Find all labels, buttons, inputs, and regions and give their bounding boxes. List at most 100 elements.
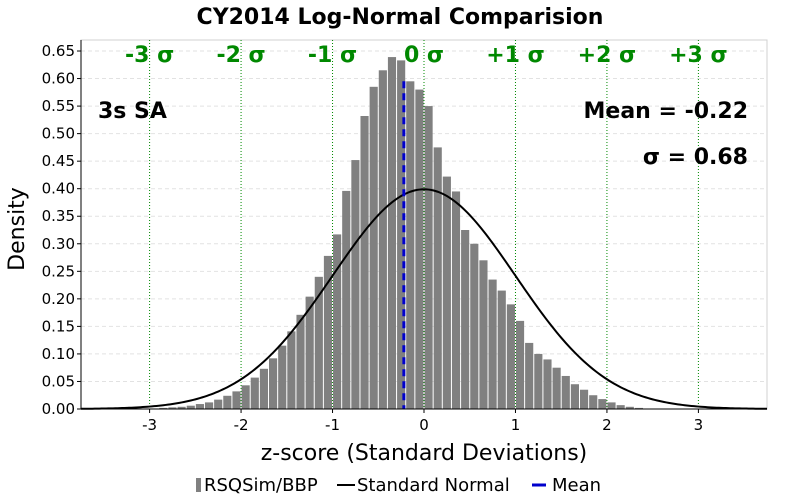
histogram-bar: [525, 342, 534, 409]
histogram-bar: [442, 176, 451, 409]
histogram-bar: [269, 358, 278, 409]
histogram-bar: [589, 395, 598, 409]
histogram-bar: [506, 304, 515, 409]
y-tick-labels: 0.00 0.05 0.10 0.15 0.20 0.25 0.30 0.35 0.40 0.45…: [42, 42, 75, 418]
y-tick-label: 0.45: [42, 152, 75, 170]
histogram-bar: [333, 234, 342, 409]
legend-label-histogram: RSQSim/BBP: [204, 475, 318, 496]
annotation-sigma: σ = 0.68: [643, 145, 748, 170]
axes: [77, 40, 767, 413]
histogram-bar: [579, 389, 589, 409]
histogram-bar: [461, 230, 470, 409]
y-tick-label: 0.50: [42, 125, 75, 143]
sigma-label: +2 σ: [578, 43, 637, 68]
x-tick-label: -3: [142, 416, 157, 434]
histogram-bar: [598, 399, 607, 409]
histogram-bar: [305, 296, 314, 409]
y-tick-label: 0.15: [42, 317, 75, 335]
histogram-bar: [515, 320, 525, 409]
sigma-label: +3 σ: [669, 43, 728, 68]
legend-swatch-histogram: [196, 478, 201, 492]
chart-title: CY2014 Log-Normal Comparision: [197, 5, 604, 30]
sigma-label: -2 σ: [216, 43, 265, 68]
annotation-left: 3s SA: [98, 99, 167, 124]
histogram-bar: [479, 260, 488, 409]
histogram-bar: [259, 368, 269, 409]
legend: RSQSim/BBP Standard Normal Mean: [196, 475, 601, 496]
histogram-bar: [451, 191, 461, 409]
histogram-bar: [497, 290, 506, 409]
histogram-bar: [177, 406, 186, 409]
sigma-label: -3 σ: [125, 43, 174, 68]
y-tick-label: 0.60: [42, 70, 75, 88]
histogram-bar: [278, 345, 287, 409]
histogram-bar: [415, 89, 424, 409]
histogram-bar: [397, 60, 406, 409]
histogram-bar: [287, 331, 296, 409]
x-tick-label: 2: [602, 416, 612, 434]
histogram-bar: [369, 86, 378, 410]
histogram-bar: [406, 81, 415, 409]
histogram-bar: [625, 406, 634, 409]
x-axis-label: z-score (Standard Deviations): [261, 441, 588, 466]
histogram-bar: [488, 279, 497, 409]
sigma-label: 0 σ: [404, 43, 444, 68]
y-tick-label: 0.30: [42, 235, 75, 253]
histogram-bar: [159, 407, 168, 409]
legend-label-mean: Mean: [552, 475, 601, 496]
y-tick-label: 0.25: [42, 262, 75, 280]
y-tick-label: 0.20: [42, 290, 75, 308]
histogram-bar: [204, 402, 214, 409]
y-tick-label: 0.35: [42, 207, 75, 225]
y-tick-label: 0.00: [42, 400, 75, 418]
histogram-bar: [241, 385, 250, 409]
histogram-bar: [543, 359, 552, 409]
histogram-bar: [168, 407, 177, 409]
y-tick-label: 0.40: [42, 180, 75, 198]
y-tick-label: 0.65: [42, 42, 75, 60]
histogram-bar: [186, 405, 195, 409]
sigma-label: -1 σ: [308, 43, 357, 68]
sigma-label: +1 σ: [486, 43, 545, 68]
x-tick-labels: -3 -2 -1 0 1 2 3: [142, 416, 703, 434]
histogram-bar: [433, 147, 442, 410]
y-tick-label: 0.55: [42, 97, 75, 115]
histogram-bar: [534, 353, 543, 409]
histogram-bar: [552, 367, 561, 409]
x-tick-label: 1: [511, 416, 521, 434]
histogram-bars: [140, 57, 644, 410]
y-axis-label: Density: [5, 187, 30, 271]
histogram-bar: [360, 116, 369, 409]
histogram-bar: [214, 399, 223, 409]
histogram-bar: [616, 405, 625, 409]
histogram-bar: [342, 190, 351, 409]
x-tick-label: 0: [419, 416, 429, 434]
histogram-bar: [378, 70, 387, 409]
histogram-bar: [634, 407, 644, 409]
plot-area: [80, 39, 768, 410]
x-tick-label: -1: [325, 416, 340, 434]
legend-label-curve: Standard Normal: [357, 475, 510, 496]
y-tick-label: 0.05: [42, 372, 75, 390]
plot-background: [80, 39, 768, 410]
x-tick-label: 3: [694, 416, 704, 434]
histogram-bar: [232, 391, 241, 409]
histogram-bar: [570, 384, 579, 409]
histogram-bar: [351, 160, 360, 409]
histogram-bar: [323, 255, 333, 409]
y-tick-label: 0.10: [42, 345, 75, 363]
histogram-bar: [470, 243, 479, 409]
histogram-bar: [195, 404, 204, 409]
sigma-labels: -3 σ -2 σ -1 σ 0 σ +1 σ +2 σ +3 σ: [125, 43, 728, 68]
annotation-mean: Mean = -0.22: [584, 99, 748, 124]
histogram-bar: [424, 106, 433, 410]
histogram-bar: [387, 57, 397, 410]
histogram-bar: [223, 395, 232, 409]
x-tick-label: -2: [234, 416, 249, 434]
histogram-bar: [561, 375, 570, 409]
normal-curve-line: [80, 188, 768, 410]
histogram-bar: [607, 402, 616, 409]
histogram-bar: [314, 276, 323, 409]
normal-curve: [80, 188, 768, 410]
histogram-bar: [250, 377, 259, 409]
